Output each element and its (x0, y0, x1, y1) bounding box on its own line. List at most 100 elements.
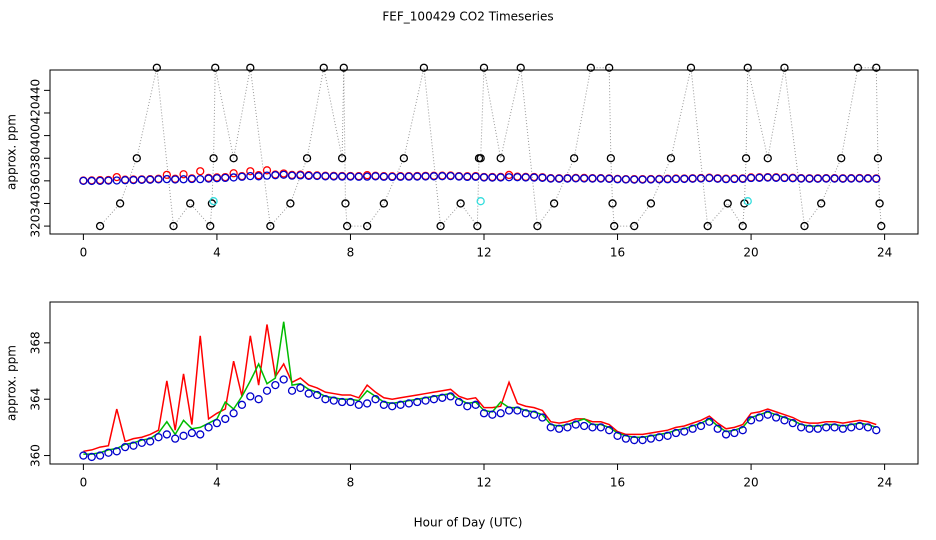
data-point (646, 199, 656, 208)
data-point (496, 173, 505, 182)
data-point (187, 428, 197, 438)
x-tick-label: 16 (610, 476, 625, 490)
data-point (206, 221, 215, 231)
data-point (211, 63, 220, 72)
data-point (129, 175, 138, 185)
data-point (863, 423, 873, 432)
data-point (513, 173, 522, 182)
data-point (571, 420, 580, 429)
data-point (875, 199, 884, 208)
data-point (404, 172, 414, 181)
data-point (212, 418, 222, 428)
data-point (554, 424, 564, 433)
y-tick-label: 420 (29, 102, 43, 125)
data-point (262, 386, 272, 395)
data-point (229, 173, 238, 182)
data-point (254, 172, 263, 181)
data-point (237, 172, 247, 181)
data-point (872, 426, 881, 435)
data-point (563, 423, 572, 432)
data-point (743, 197, 752, 206)
data-point (476, 154, 485, 163)
data-point (872, 174, 881, 183)
data-point (788, 174, 797, 183)
data-point (287, 386, 297, 395)
data-point (830, 423, 839, 432)
data-point (79, 176, 88, 185)
data-point (87, 452, 96, 462)
data-point (262, 171, 272, 180)
data-point (187, 174, 197, 184)
data-point (855, 174, 864, 183)
data-point (337, 172, 347, 181)
data-point (586, 63, 595, 72)
data-point (763, 173, 772, 182)
data-point (146, 175, 155, 184)
data-point (371, 172, 380, 181)
data-point (346, 397, 355, 407)
data-point (279, 170, 288, 179)
data-point (588, 174, 597, 183)
data-point (549, 199, 559, 208)
data-point (688, 424, 697, 433)
data-point (580, 421, 589, 431)
data-point (516, 63, 525, 72)
data-point (104, 176, 113, 185)
panel: 360 364 368 0 4 8 12 16 20 24 approx. ppm (5, 301, 919, 490)
data-point (763, 410, 772, 419)
data-point (771, 173, 781, 182)
data-point (115, 199, 125, 208)
data-point (646, 434, 656, 443)
data-point (730, 428, 739, 438)
x-tick-label: 24 (877, 246, 892, 260)
data-point (746, 416, 756, 425)
data-point (379, 172, 388, 181)
data-point (671, 428, 681, 438)
data-point (830, 174, 839, 183)
data-point (312, 171, 322, 181)
data-point (763, 154, 772, 163)
data-point (746, 173, 756, 183)
data-point (755, 413, 764, 422)
data-point (797, 174, 806, 183)
plot-area (79, 63, 886, 231)
data-point (563, 174, 572, 183)
data-point (266, 221, 275, 231)
data-point (302, 154, 312, 163)
data-point (755, 173, 764, 182)
data-point (104, 448, 113, 457)
data-point (346, 172, 355, 181)
data-point (610, 221, 619, 231)
data-point (847, 174, 856, 183)
data-point (655, 433, 664, 442)
data-point (479, 409, 489, 418)
data-point (738, 174, 747, 183)
data-point (838, 424, 848, 433)
data-point (279, 375, 288, 384)
plot-area (79, 321, 881, 462)
data-point (521, 173, 530, 182)
data-point (421, 172, 430, 181)
data-point (813, 424, 822, 433)
data-point (513, 406, 522, 415)
data-point (179, 431, 188, 440)
data-point (436, 221, 445, 231)
data-point (209, 154, 218, 163)
data-point (162, 170, 171, 179)
data-point (296, 383, 305, 393)
data-point (730, 174, 739, 184)
data-point (379, 400, 388, 409)
y-tick-label: 360 (29, 444, 43, 467)
data-point (630, 175, 639, 184)
y-tick-label: 400 (29, 124, 43, 147)
data-point (837, 154, 846, 163)
data-point (246, 167, 255, 176)
data-point (738, 426, 747, 435)
data-point (873, 154, 883, 163)
data-point (630, 435, 639, 445)
y-tick-label: 380 (29, 147, 43, 170)
data-point (429, 172, 439, 181)
data-point (855, 421, 864, 431)
data-point (196, 430, 205, 439)
